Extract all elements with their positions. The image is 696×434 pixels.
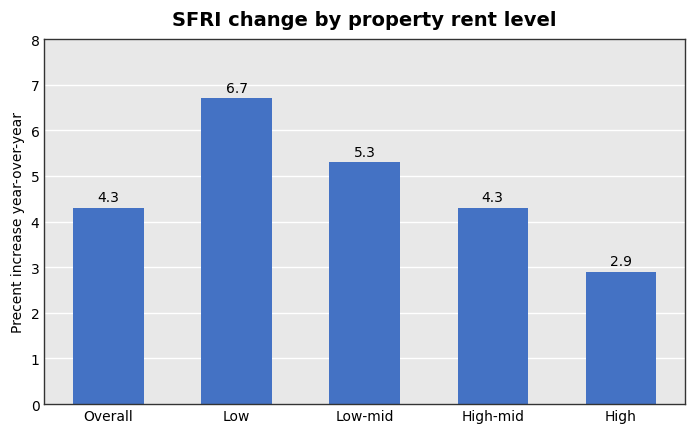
Text: 5.3: 5.3: [354, 145, 376, 159]
Y-axis label: Precent increase year-over-year: Precent increase year-over-year: [11, 112, 25, 332]
Text: 2.9: 2.9: [610, 254, 632, 269]
Bar: [457, 208, 528, 404]
Text: 6.7: 6.7: [226, 82, 248, 95]
Bar: [329, 163, 400, 404]
Bar: [73, 208, 143, 404]
Text: 4.3: 4.3: [97, 191, 120, 205]
Text: 4.3: 4.3: [482, 191, 504, 205]
Title: SFRI change by property rent level: SFRI change by property rent level: [173, 11, 557, 30]
Bar: [201, 99, 271, 404]
Bar: [585, 272, 656, 404]
